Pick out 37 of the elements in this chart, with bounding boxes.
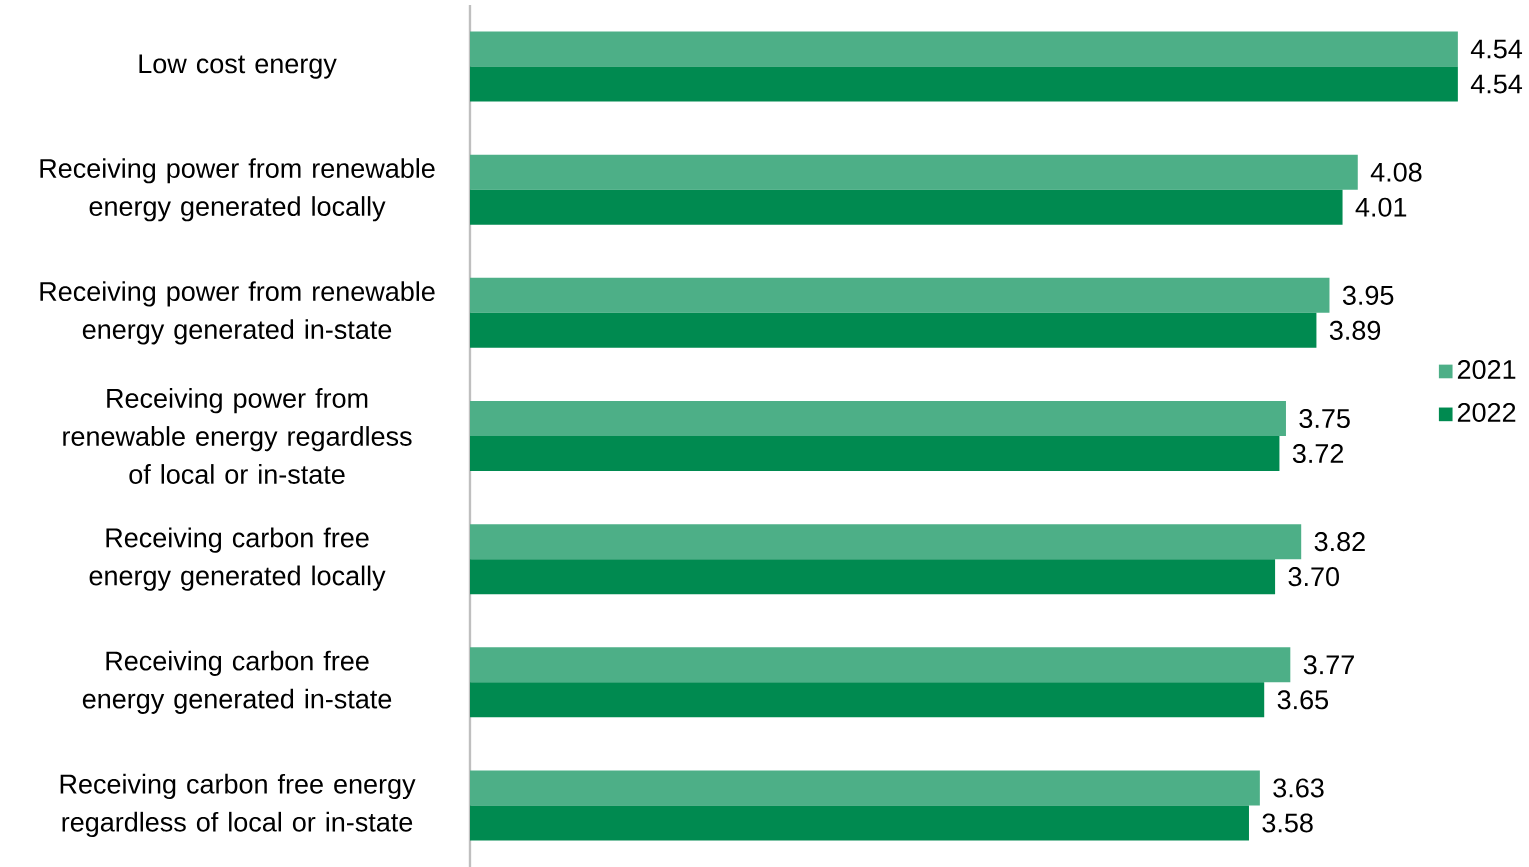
bar — [470, 647, 1291, 683]
data-label: 3.70 — [1288, 567, 1339, 587]
data-label: 3.72 — [1292, 443, 1344, 464]
data-label: 4.01 — [1355, 197, 1407, 217]
data-label: 4.08 — [1370, 162, 1422, 182]
bar — [470, 66, 1458, 102]
data-label: 3.77 — [1303, 655, 1354, 675]
y-tick-label: Receiving carbon free energy generated in-state — [82, 650, 392, 714]
data-label: 4.54 — [1470, 39, 1523, 59]
bar — [470, 401, 1286, 437]
bar — [470, 559, 1276, 595]
legend-label: 2021 — [1457, 360, 1516, 380]
bar — [470, 682, 1265, 718]
bar — [470, 277, 1330, 313]
bar — [470, 805, 1249, 841]
bar — [470, 524, 1302, 560]
legend-label: 2022 — [1457, 402, 1516, 423]
data-label: 3.95 — [1342, 285, 1394, 305]
bar — [470, 154, 1358, 190]
data-label: 4.54 — [1470, 74, 1523, 94]
y-tick-label: Receiving power from renewable energy regardless of local or in-state — [63, 388, 412, 484]
bar — [470, 189, 1343, 225]
data-label: 3.63 — [1273, 778, 1324, 798]
data-label: 3.65 — [1277, 690, 1329, 710]
bar — [470, 436, 1280, 472]
data-label: 3.89 — [1329, 320, 1381, 340]
y-tick-label: Receiving power from renewable energy generated in-state — [40, 281, 435, 345]
bar — [470, 312, 1317, 348]
bar — [470, 31, 1458, 67]
y-tick-label: Receiving power from renewable energy generated locally — [40, 158, 435, 222]
data-label: 3.82 — [1314, 532, 1365, 552]
y-tick-label: Receiving carbon free energy regardless of local or in-state — [60, 773, 416, 838]
y-tick-label: Low cost energy — [139, 54, 337, 79]
bar — [470, 770, 1260, 806]
y-tick-label: Receiving carbon free energy generated locally — [89, 527, 386, 591]
data-label: 3.58 — [1262, 813, 1313, 833]
data-label: 3.75 — [1299, 408, 1350, 429]
